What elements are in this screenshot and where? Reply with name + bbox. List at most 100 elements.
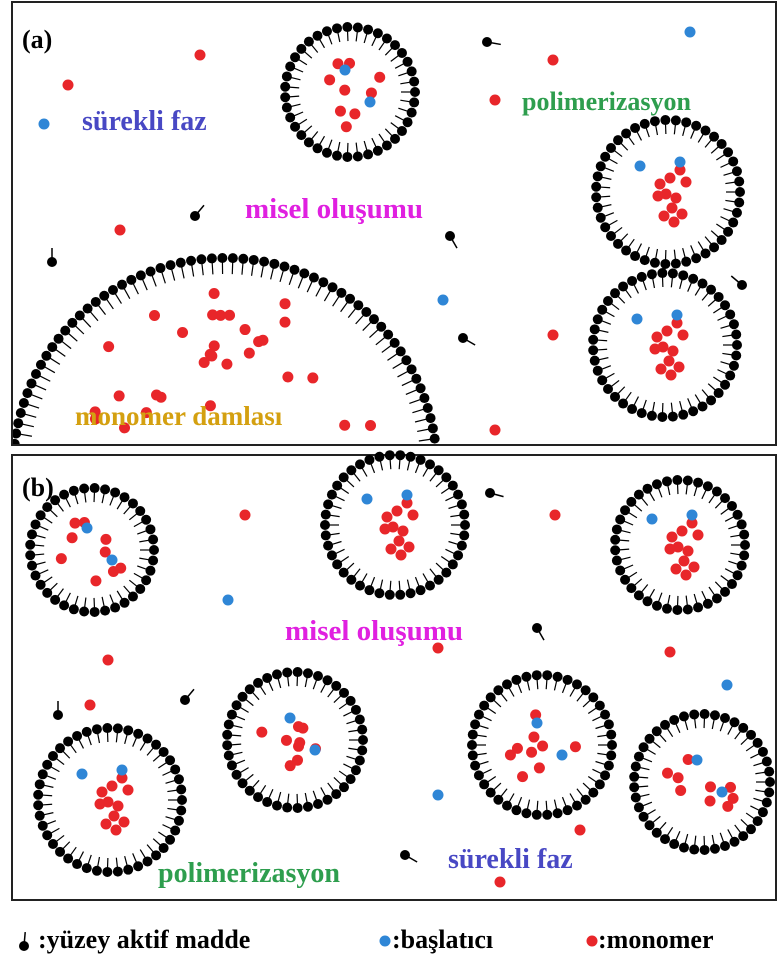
surfactant-head [511,805,521,815]
monomer [681,177,692,188]
surfactant-tail [153,755,160,762]
monomer [664,356,675,367]
surfactant-head [385,450,395,460]
surfactant-head [327,550,337,560]
surfactant-head [485,488,495,498]
surfactant-head [136,660,146,670]
surfactant-head [117,650,127,660]
surfactant-head [643,596,653,606]
surfactant-head [42,588,52,598]
surfactant-tail [305,793,307,803]
surfactant-tail [711,231,718,238]
monomer [119,817,130,828]
surfactant-head [31,519,41,529]
surfactant-tail [685,834,688,844]
monomer [408,510,419,521]
surfactant-tail [628,572,636,577]
surfactant-head [42,502,52,512]
surfactant-head [600,710,610,720]
surfactant-head [672,605,682,615]
polymer-particle [591,115,745,269]
surfactant-head [712,487,722,497]
surfactant-tail [402,380,413,385]
surfactant-head [591,192,601,202]
surfactant-head [693,602,703,612]
surfactant-tail [399,459,400,469]
surfactant-head [737,561,747,571]
surfactant-tail [667,728,672,736]
surfactant-head [662,604,672,614]
surfactant-tail [298,59,306,64]
surfactant-tail [509,793,514,802]
monomer [677,526,688,537]
surfactant-head [332,559,342,569]
surfactant-tail [294,68,303,72]
surfactant-tail [278,678,281,688]
surfactant-tail [371,464,375,473]
polymerization: polimerizasyon [158,858,340,889]
monomer [575,825,586,836]
surfactant-tail [419,499,431,501]
monomer [705,781,716,792]
surfactant-head [363,25,373,35]
surfactant-tail [385,129,392,136]
polymer-particle [610,475,750,615]
surfactant-tail [741,819,748,826]
surfactant-head [323,541,333,551]
surfactant-tail [577,789,583,797]
surfactant-head [217,253,227,263]
surfactant-tail [621,530,631,532]
surfactant-head [128,498,138,508]
surfactant-tail [477,735,487,736]
monomer [307,372,318,383]
surfactant-tail [298,652,302,663]
surfactant-head [753,738,763,748]
surfactant-head [430,434,440,444]
surfactant-tail [646,247,649,256]
surfactant-tail [494,700,501,707]
surfactant-head [621,128,631,138]
surfactant-head [126,655,136,665]
monomer [70,518,81,529]
surfactant-head [637,272,647,282]
surfactant-head [25,540,35,550]
surfactant-head [758,747,768,757]
surfactant-tail [166,780,176,783]
surfactant-head [339,568,349,578]
surfactant-head [738,723,748,733]
surfactant-tail [441,488,449,494]
surfactant-tail [304,52,311,59]
surfactant-head [79,484,89,494]
monomer [108,566,119,577]
surfactant-tail [628,512,636,517]
surfactant-head [75,619,85,629]
surfactant-tail [50,583,57,590]
surfactant-tail [246,774,254,780]
surfactant-tail [332,542,342,545]
surfactant-head [117,280,127,290]
surfactant-head [27,529,37,539]
surfactant-tail [695,287,700,296]
surfactant-tail [142,650,147,661]
surfactant-head [331,681,341,691]
surfactant-head [108,285,118,295]
surfactant-head [299,268,309,278]
surfactant-head [595,779,605,789]
surfactant-tail [50,358,60,364]
surfactant-head [285,62,295,72]
surfactant-head [732,208,742,218]
surfactant-tail [730,535,740,537]
surfactant-head [691,253,701,263]
surfactant-head [627,404,637,414]
surfactant-head [148,535,158,545]
surfactant-head [679,843,689,853]
surfactant-head [91,633,101,643]
surfactant-head [238,676,248,686]
surfactant-tail [137,531,146,534]
surfactant-tail [712,835,714,845]
surfactant-tail [88,855,91,864]
initiator [635,161,646,172]
surfactant-head [123,865,133,875]
surfactant-tail [107,299,114,309]
surfactant-tail [509,688,514,697]
